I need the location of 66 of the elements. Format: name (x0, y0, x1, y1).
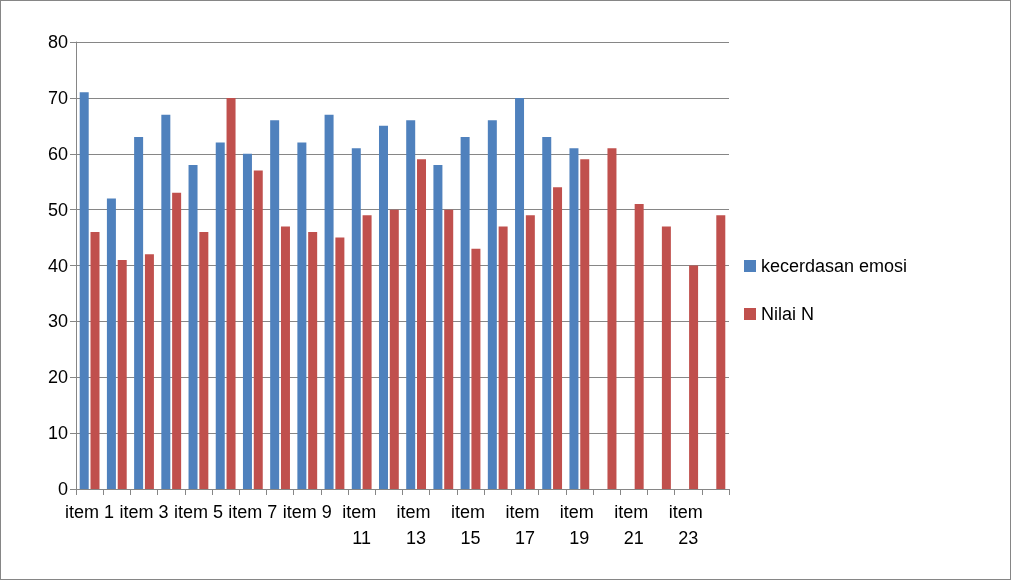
x-tick-label: item 13 (396, 502, 436, 548)
x-tick-label: item 17 (505, 502, 545, 548)
bar (553, 187, 563, 489)
bar (134, 136, 144, 489)
bar (242, 153, 252, 489)
x-tick-label: item 9 (282, 502, 332, 522)
y-tick-label: 70 (47, 87, 68, 108)
bar (716, 215, 726, 489)
bar (253, 170, 263, 489)
bar (607, 148, 617, 489)
bar (324, 114, 334, 489)
y-tick-label: 10 (47, 423, 68, 444)
y-tick-label: 30 (47, 311, 68, 332)
bar (569, 148, 579, 489)
bar (117, 259, 127, 489)
bar (580, 159, 590, 489)
bar (433, 164, 443, 489)
bar (525, 215, 535, 489)
x-tick-label: item 7 (228, 502, 278, 522)
bar (542, 136, 552, 489)
bar (634, 204, 644, 489)
y-tick-label: 20 (47, 367, 68, 388)
bar (689, 265, 699, 489)
bar (487, 120, 497, 489)
y-tick-label: 0 (57, 479, 68, 499)
bar (389, 209, 399, 489)
x-tick-label: item 1 (65, 502, 115, 522)
bar (335, 237, 345, 489)
bar (199, 231, 209, 489)
bar (379, 125, 388, 489)
y-tick-label: 40 (47, 255, 68, 276)
bar (172, 192, 182, 489)
legend-label: Nilai N (761, 304, 815, 324)
bar (417, 159, 426, 489)
legend-label: kecerdasan emosi (761, 256, 908, 276)
x-tick-label: item 5 (173, 502, 223, 522)
bar (270, 120, 280, 489)
bar (515, 97, 525, 489)
y-tick-label: 50 (47, 199, 68, 220)
y-tick-label: 80 (47, 32, 68, 52)
x-tick-label: item 11 (342, 502, 382, 548)
x-tick-label: item 23 (668, 502, 708, 548)
x-tick-label: item 19 (559, 502, 599, 548)
x-tick-label: item 3 (119, 502, 169, 522)
bar (661, 226, 671, 489)
bar (161, 114, 171, 489)
bar (406, 120, 416, 489)
bar (79, 92, 89, 489)
bar (297, 142, 307, 489)
bar (362, 215, 372, 489)
bar (471, 248, 481, 489)
bar (90, 231, 100, 489)
x-tick-label: item 15 (451, 502, 491, 548)
bar (215, 142, 225, 489)
bar (226, 97, 236, 489)
bar (351, 148, 361, 489)
bar (188, 164, 198, 489)
bar (444, 209, 454, 489)
x-tick-label: item 21 (614, 502, 654, 548)
bar (106, 198, 116, 489)
bar (498, 226, 508, 489)
y-tick-label: 60 (47, 143, 68, 164)
bar (460, 136, 470, 489)
bar (280, 226, 290, 489)
bar (144, 254, 154, 489)
bar (308, 231, 318, 489)
